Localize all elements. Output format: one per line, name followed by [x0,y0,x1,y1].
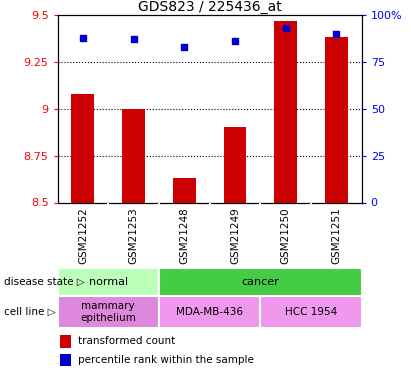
Bar [60,336,72,348]
Bar [224,128,246,202]
Title: GDS823 / 225436_at: GDS823 / 225436_at [138,0,282,14]
Text: GSM21253: GSM21253 [129,208,139,264]
Text: normal: normal [89,277,128,287]
Text: MDA-MB-436: MDA-MB-436 [176,307,243,317]
Bar [159,296,260,328]
Bar [325,38,348,203]
Point [333,31,339,37]
Bar [260,296,362,328]
Text: GSM21249: GSM21249 [230,208,240,264]
Bar [72,94,94,202]
Bar [60,354,72,366]
Text: GSM21250: GSM21250 [281,208,291,264]
Text: percentile rank within the sample: percentile rank within the sample [78,355,254,365]
Text: cell line ▷: cell line ▷ [4,307,56,317]
Point [130,36,137,42]
Point [232,38,238,44]
Text: transformed count: transformed count [78,336,175,346]
Bar [58,268,159,296]
Text: cancer: cancer [241,277,279,287]
Bar [122,109,145,202]
Point [282,25,289,31]
Text: mammary
epithelium: mammary epithelium [80,302,136,323]
Point [181,44,187,50]
Text: disease state ▷: disease state ▷ [4,277,85,287]
Bar [274,21,297,203]
Bar [173,178,196,203]
Bar [58,296,159,328]
Text: GSM21251: GSM21251 [331,208,341,264]
Text: GSM21252: GSM21252 [78,208,88,264]
Text: HCC 1954: HCC 1954 [285,307,337,317]
Bar [159,268,362,296]
Text: GSM21248: GSM21248 [179,208,189,264]
Point [80,34,86,40]
